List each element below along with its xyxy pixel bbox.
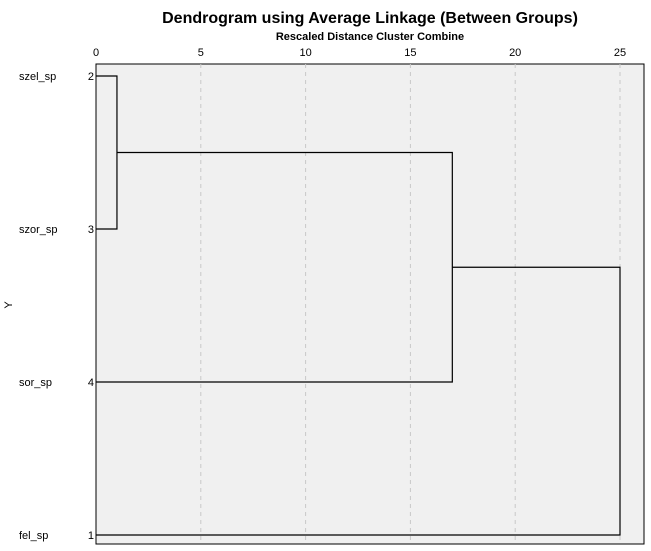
x-tick-label: 10 xyxy=(299,47,311,59)
x-tick-label: 5 xyxy=(198,47,204,59)
leaf-name: szor_sp xyxy=(19,224,58,236)
leaf-id: 4 xyxy=(88,377,94,389)
x-tick-label: 25 xyxy=(614,47,626,59)
dendrogram-branch xyxy=(96,266,621,536)
x-tick-label: 20 xyxy=(509,47,521,59)
x-tick-label: 0 xyxy=(93,47,99,59)
plot-area xyxy=(95,63,645,545)
leaf-id: 3 xyxy=(88,224,94,236)
x-axis-ticks: 0 5 10 15 20 25 xyxy=(93,47,626,59)
leaf-name: fel_sp xyxy=(19,530,48,542)
y-axis-title: Y xyxy=(3,301,15,309)
leaf-name: sor_sp xyxy=(19,377,52,389)
x-axis-title: Rescaled Distance Cluster Combine xyxy=(276,31,464,43)
leaf-id: 1 xyxy=(88,530,94,542)
leaf-id: 2 xyxy=(88,71,94,83)
branches xyxy=(96,75,621,536)
leaf-labels: szel_sp 2 szor_sp 3 sor_sp 4 fel_sp 1 xyxy=(19,71,94,542)
leaf-name: szel_sp xyxy=(19,71,56,83)
chart-title: Dendrogram using Average Linkage (Betwee… xyxy=(162,10,578,27)
x-tick-label: 15 xyxy=(404,47,416,59)
